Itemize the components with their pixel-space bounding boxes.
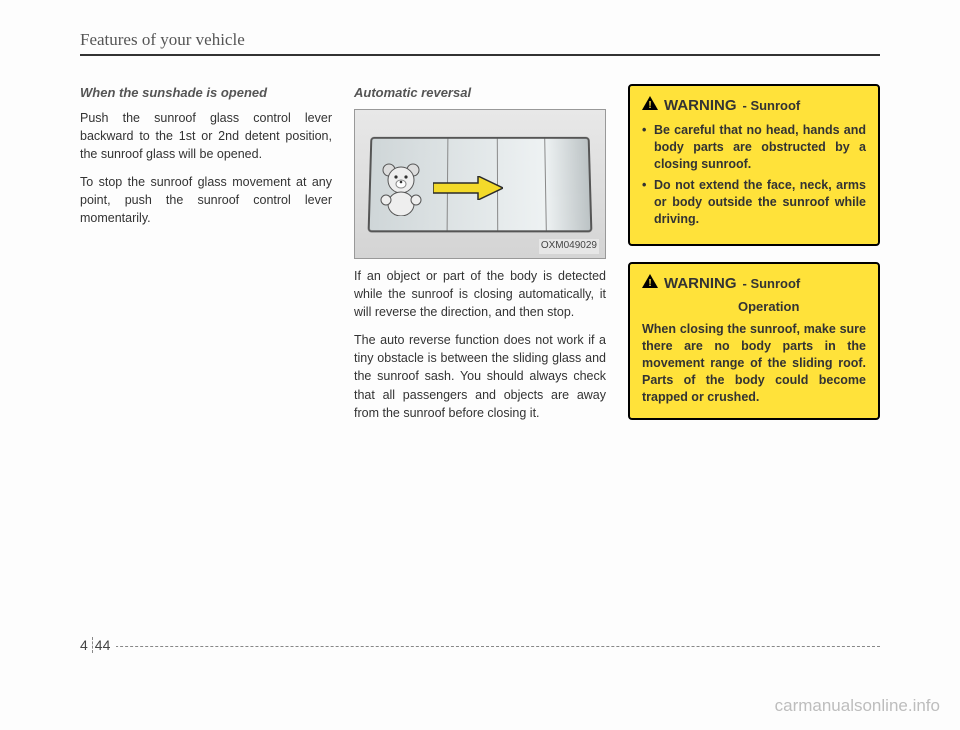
col1-p2: To stop the sunroof glass movement at an… xyxy=(80,173,332,227)
content-columns: When the sunshade is opened Push the sun… xyxy=(80,84,880,436)
col2-p1: If an object or part of the body is dete… xyxy=(354,267,606,321)
figure-code: OXM049029 xyxy=(539,239,599,254)
svg-text:!: ! xyxy=(648,278,651,288)
warning1-item1: Be careful that no head, hands and body … xyxy=(642,122,866,173)
col2-subhead: Automatic reversal xyxy=(354,84,606,103)
warning-sub1: - Sunroof xyxy=(743,275,801,293)
warning-triangle-icon: ! xyxy=(642,96,658,110)
page-footer: 444 xyxy=(80,646,880,676)
warning-triangle-icon: ! xyxy=(642,274,658,288)
col2-p2: The auto reverse function does not work … xyxy=(354,331,606,422)
warning-box-operation: ! WARNING - Sunroof Operation When closi… xyxy=(628,262,880,420)
section-header: Features of your vehicle xyxy=(80,30,880,56)
direction-arrow-icon xyxy=(433,176,503,200)
column-1: When the sunshade is opened Push the sun… xyxy=(80,84,332,436)
warning-list: Be careful that no head, hands and body … xyxy=(642,122,866,227)
col1-subhead: When the sunshade is opened xyxy=(80,84,332,103)
warning1-item2: Do not extend the face, neck, arms or bo… xyxy=(642,177,866,228)
chapter-number: 4 xyxy=(80,637,93,653)
warning-sub2: Operation xyxy=(738,298,866,316)
sunroof-figure: OXM049029 xyxy=(354,109,606,259)
warning-word: WARNING xyxy=(664,96,737,116)
warning2-body: When closing the sunroof, make sure ther… xyxy=(642,321,866,405)
watermark: carmanualsonline.info xyxy=(775,696,940,716)
column-2: Automatic reversal xyxy=(354,84,606,436)
col1-p1: Push the sunroof glass control lever bac… xyxy=(80,109,332,163)
page-in-chapter: 44 xyxy=(95,637,111,653)
teddy-bear-icon xyxy=(377,160,425,216)
warning-sub: - Sunroof xyxy=(743,97,801,115)
warning-word: WARNING xyxy=(664,274,737,294)
warning-box-sunroof: ! WARNING - Sunroof Be careful that no h… xyxy=(628,84,880,246)
svg-text:!: ! xyxy=(648,100,651,110)
page-number: 444 xyxy=(80,637,116,653)
column-3: ! WARNING - Sunroof Be careful that no h… xyxy=(628,84,880,436)
